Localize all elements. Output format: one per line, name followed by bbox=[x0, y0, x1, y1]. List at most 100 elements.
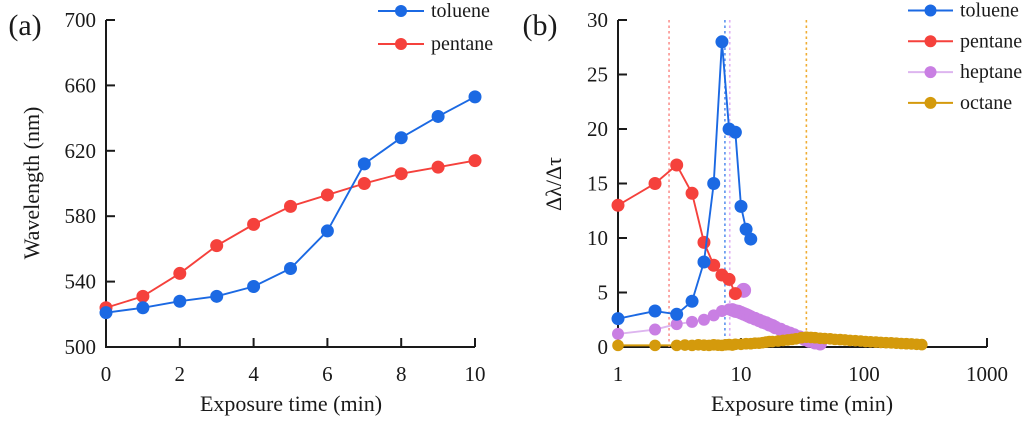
data-point bbox=[728, 125, 742, 139]
data-point bbox=[612, 339, 624, 352]
data-point bbox=[670, 158, 684, 172]
panel-a: 500 540 580 620 660 700 0 2 4 6 8 10 toluene pentane bbox=[65, 0, 494, 386]
data-point bbox=[173, 266, 187, 280]
data-point bbox=[173, 294, 187, 308]
series-a-toluene bbox=[99, 90, 482, 320]
data-point bbox=[739, 222, 753, 236]
y-tick-label: 500 bbox=[65, 335, 97, 359]
data-point bbox=[468, 90, 482, 104]
x-tick-label: 10 bbox=[731, 362, 752, 386]
legend-entry-heptane: heptane bbox=[908, 61, 1022, 83]
data-point bbox=[431, 109, 445, 123]
y-tick-label: 15 bbox=[587, 172, 608, 196]
x-tick-label: 8 bbox=[396, 362, 407, 386]
legend-marker bbox=[924, 4, 937, 17]
data-point bbox=[136, 289, 150, 303]
data-point bbox=[611, 312, 625, 326]
x-tick-label: 4 bbox=[248, 362, 259, 386]
x-tick-label: 6 bbox=[322, 362, 333, 386]
data-point bbox=[734, 199, 748, 213]
data-point bbox=[611, 198, 625, 212]
panel-a-yaxis-title: Wavelength (nm) bbox=[19, 106, 44, 260]
x-tick-label: 1 bbox=[613, 362, 624, 386]
data-point bbox=[722, 272, 736, 286]
legend-label: toluene bbox=[431, 0, 490, 22]
legend-marker bbox=[924, 66, 937, 79]
data-point bbox=[697, 313, 710, 326]
legend-marker bbox=[395, 38, 407, 50]
data-point bbox=[394, 131, 408, 145]
data-point bbox=[284, 262, 297, 276]
x-tick-label: 100 bbox=[848, 362, 880, 386]
data-point bbox=[247, 280, 261, 294]
legend-label: toluene bbox=[960, 0, 1019, 22]
data-point bbox=[210, 289, 224, 303]
x-tick-label: 1000 bbox=[966, 362, 1008, 386]
x-tick-label: 2 bbox=[175, 362, 186, 386]
data-point bbox=[685, 294, 699, 308]
x-tick-label: 0 bbox=[101, 362, 112, 386]
legend-entry-toluene: toluene bbox=[378, 0, 490, 22]
y-tick-label: 540 bbox=[65, 270, 97, 294]
data-point bbox=[468, 154, 482, 168]
data-point bbox=[99, 306, 113, 320]
y-tick-label: 10 bbox=[587, 226, 608, 250]
data-point bbox=[357, 177, 371, 190]
data-point bbox=[686, 315, 699, 328]
data-point bbox=[744, 232, 758, 246]
data-point bbox=[697, 255, 711, 269]
panel-b-label: (b) bbox=[522, 9, 558, 42]
data-point bbox=[697, 235, 711, 249]
panel-a-label: (a) bbox=[8, 9, 42, 42]
data-point bbox=[612, 327, 624, 340]
panel-a-xaxis-title: Exposure time (min) bbox=[199, 391, 383, 416]
legend-marker bbox=[924, 96, 937, 109]
data-point bbox=[431, 160, 445, 174]
panel-a-axes bbox=[105, 20, 475, 348]
data-point bbox=[715, 35, 729, 49]
data-point bbox=[394, 167, 408, 181]
legend-marker bbox=[924, 35, 937, 48]
legend-label: pentane bbox=[960, 30, 1022, 52]
data-point bbox=[915, 338, 928, 351]
y-tick-label: 5 bbox=[598, 281, 609, 305]
data-point bbox=[707, 177, 721, 190]
data-point bbox=[136, 301, 150, 315]
data-point bbox=[649, 323, 662, 336]
data-point bbox=[320, 188, 334, 202]
y-tick-label: 700 bbox=[65, 8, 97, 32]
data-point bbox=[357, 157, 371, 171]
data-point bbox=[670, 307, 684, 321]
legend-label: pentane bbox=[431, 33, 493, 55]
series-a-pentane bbox=[99, 154, 482, 315]
panel-b-xaxis-title: Exposure time (min) bbox=[710, 391, 894, 416]
data-point bbox=[648, 304, 662, 318]
data-point bbox=[648, 177, 662, 190]
y-tick-label: 0 bbox=[598, 335, 609, 359]
data-point bbox=[670, 339, 683, 352]
data-point bbox=[284, 199, 297, 213]
series-b-toluene bbox=[611, 35, 758, 326]
legend-entry-pentane: pentane bbox=[908, 30, 1022, 52]
data-point bbox=[670, 318, 683, 331]
legend-entry-pentane: pentane bbox=[378, 33, 493, 55]
data-point bbox=[247, 217, 261, 231]
y-tick-label: 580 bbox=[65, 204, 97, 228]
panel-b: 0 5 10 15 20 25 30 1 10 100 1000 toluene pentane hept… bbox=[587, 0, 1022, 386]
legend-label: octane bbox=[960, 92, 1012, 114]
y-tick-label: 30 bbox=[587, 8, 608, 32]
legend-a: toluene pentane bbox=[378, 0, 493, 55]
legend-entry-octane: octane bbox=[908, 92, 1012, 114]
legend-label: heptane bbox=[960, 61, 1022, 83]
legend-entry-toluene: toluene bbox=[908, 0, 1019, 22]
data-point bbox=[649, 339, 661, 352]
series-line bbox=[105, 159, 476, 309]
x-tick-label: 10 bbox=[465, 362, 486, 386]
series-b-pentane bbox=[611, 158, 742, 301]
data-point bbox=[685, 186, 699, 200]
data-point bbox=[320, 224, 334, 238]
y-tick-label: 20 bbox=[587, 117, 608, 141]
y-tick-label: 25 bbox=[587, 63, 608, 87]
